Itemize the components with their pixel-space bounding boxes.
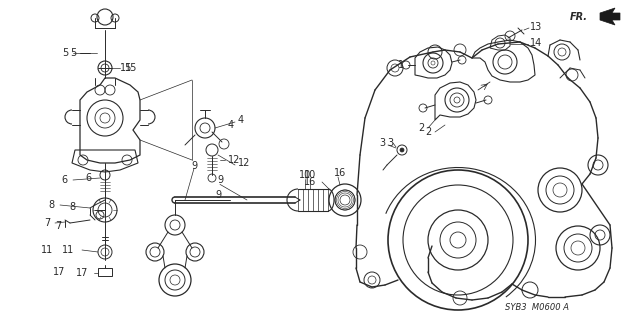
Text: 12: 12 bbox=[238, 158, 250, 168]
Polygon shape bbox=[600, 8, 620, 25]
Text: 15: 15 bbox=[125, 63, 138, 73]
Text: 17: 17 bbox=[53, 267, 65, 277]
Text: 7: 7 bbox=[55, 221, 61, 231]
Text: 2: 2 bbox=[426, 127, 432, 137]
Text: 3: 3 bbox=[387, 138, 393, 148]
Text: 7: 7 bbox=[44, 218, 50, 228]
Bar bbox=[98, 268, 112, 276]
Text: 9: 9 bbox=[215, 190, 221, 200]
Text: 6: 6 bbox=[85, 173, 91, 183]
Text: 11: 11 bbox=[62, 245, 74, 255]
Text: 4: 4 bbox=[238, 115, 244, 125]
Text: 12: 12 bbox=[228, 155, 240, 165]
Text: 4: 4 bbox=[228, 120, 234, 130]
Text: FR.: FR. bbox=[570, 12, 588, 22]
Text: 10: 10 bbox=[304, 170, 316, 180]
Text: 13: 13 bbox=[530, 22, 542, 32]
Text: 9: 9 bbox=[217, 175, 223, 185]
Text: 8: 8 bbox=[49, 200, 55, 210]
Text: 6: 6 bbox=[62, 175, 68, 185]
Text: SYB3  M0600 A: SYB3 M0600 A bbox=[505, 303, 569, 313]
Text: 15: 15 bbox=[120, 63, 132, 73]
Circle shape bbox=[400, 148, 404, 152]
Text: 17: 17 bbox=[76, 268, 88, 278]
Text: 11: 11 bbox=[41, 245, 53, 255]
Text: 5: 5 bbox=[70, 48, 76, 58]
Text: 5: 5 bbox=[62, 48, 68, 58]
Text: 14: 14 bbox=[530, 38, 542, 48]
Text: 1: 1 bbox=[398, 60, 404, 70]
Text: 16: 16 bbox=[304, 177, 316, 187]
Text: 2: 2 bbox=[419, 123, 425, 133]
Text: 9: 9 bbox=[191, 161, 197, 171]
Text: 10: 10 bbox=[299, 170, 311, 180]
Text: 3: 3 bbox=[379, 138, 385, 148]
Text: 8: 8 bbox=[69, 202, 75, 212]
Text: 16: 16 bbox=[334, 168, 346, 178]
